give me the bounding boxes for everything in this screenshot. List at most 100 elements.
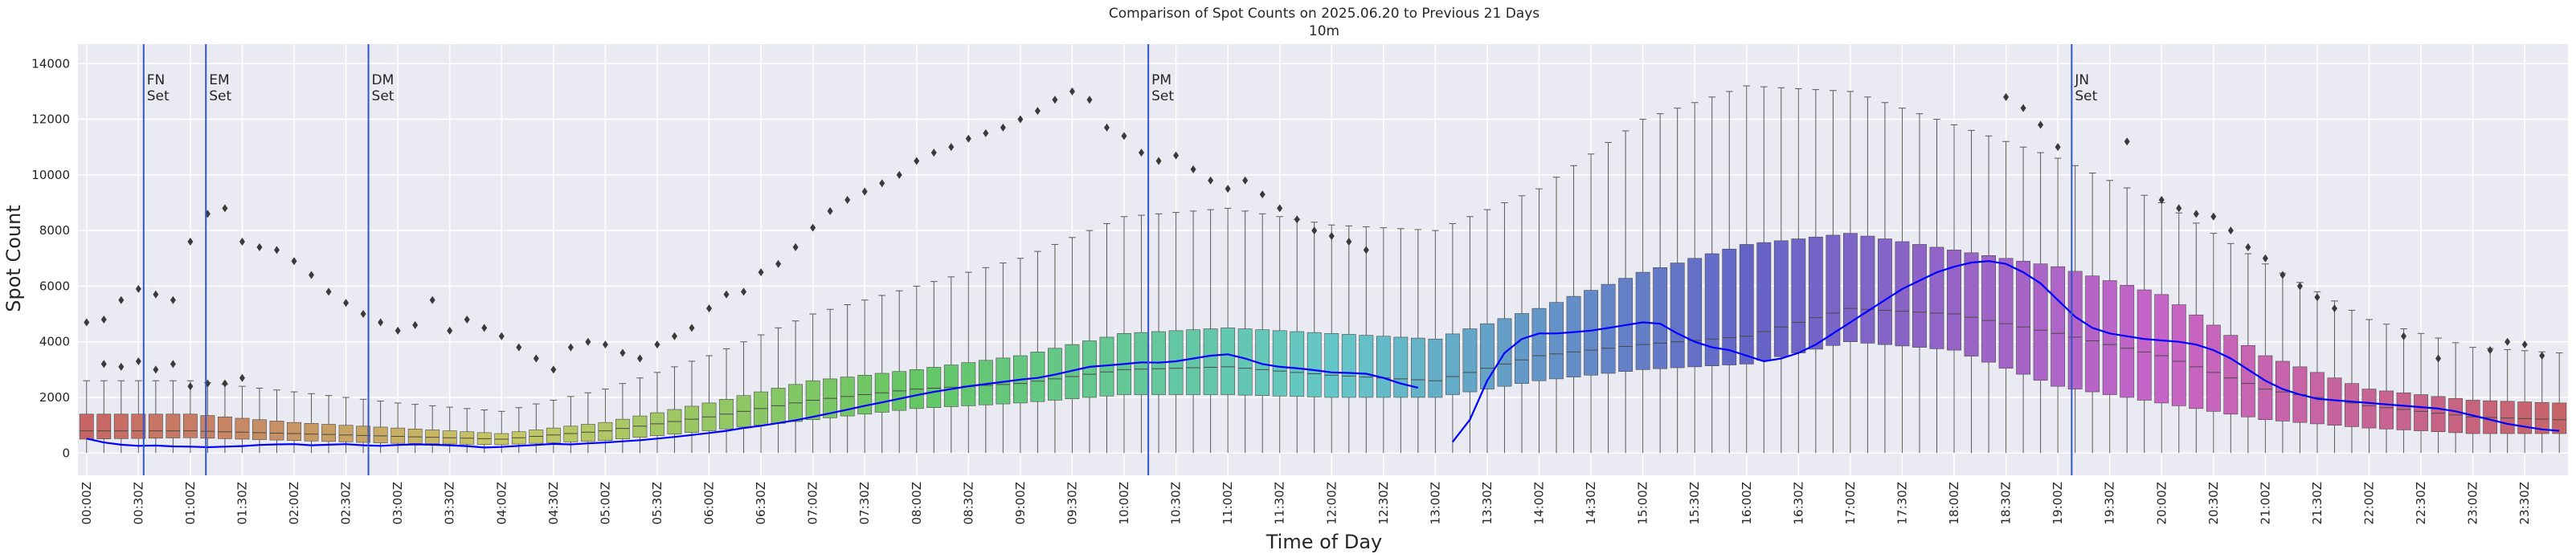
- box: [1082, 340, 1097, 398]
- x-tick-label: 20:30Z: [2206, 482, 2221, 525]
- outlier-point: [2038, 120, 2044, 129]
- x-tick-label: 23:00Z: [2466, 482, 2480, 525]
- outlier-point: [533, 354, 539, 363]
- box: [1687, 258, 1703, 368]
- x-tick-label: 14:00Z: [1532, 482, 1547, 525]
- x-tick-label: 14:30Z: [1584, 482, 1598, 525]
- annotation-label-em: EM: [209, 72, 229, 88]
- outlier-point: [2176, 204, 2182, 213]
- outlier-point: [2245, 242, 2251, 251]
- outlier-point: [1000, 123, 1006, 132]
- x-tick-label: 11:30Z: [1273, 482, 1287, 525]
- outlier-point: [1277, 204, 1283, 213]
- x-tick-label: 05:00Z: [598, 482, 612, 525]
- box: [1635, 271, 1650, 370]
- box: [321, 424, 336, 442]
- box: [1773, 240, 1789, 357]
- box: [2067, 271, 2083, 389]
- outlier-point: [1173, 151, 1180, 160]
- box: [2448, 397, 2464, 434]
- box: [1480, 323, 1494, 389]
- outlier-point: [360, 310, 366, 319]
- box: [563, 426, 579, 442]
- outlier-point: [844, 196, 851, 205]
- box: [1306, 332, 1322, 397]
- annotation-label-jn: JN: [2074, 72, 2089, 88]
- y-tick-label: 14000: [31, 56, 70, 71]
- x-tick-label: 16:30Z: [1791, 482, 1805, 525]
- box: [338, 425, 354, 442]
- outlier-point: [671, 332, 677, 340]
- outlier-point: [118, 362, 125, 371]
- outlier-point: [948, 143, 955, 152]
- box: [1895, 241, 1910, 347]
- x-tick-label: 03:00Z: [390, 482, 405, 525]
- box: [269, 421, 284, 441]
- box: [1653, 267, 1668, 369]
- outlier-point: [1034, 107, 1041, 116]
- outlier-point: [689, 324, 695, 332]
- outlier-point: [2124, 137, 2130, 146]
- x-tick-label: 13:30Z: [1480, 482, 1494, 525]
- box: [1445, 333, 1460, 395]
- y-tick-label: 8000: [39, 223, 70, 238]
- box: [1981, 255, 1996, 363]
- outlier-point: [1259, 190, 1266, 199]
- chart-title: Comparison of Spot Counts on 2025.06.20 …: [1109, 6, 1539, 22]
- box: [2414, 394, 2428, 431]
- x-tick-label: 12:00Z: [1324, 482, 1339, 525]
- x-tick-label: 02:00Z: [287, 482, 301, 525]
- box: [632, 415, 648, 438]
- x-tick-label: 08:00Z: [910, 482, 924, 525]
- box: [1359, 335, 1374, 398]
- x-tick-label: 09:00Z: [1013, 482, 1028, 525]
- box: [1998, 258, 2014, 369]
- outlier-point: [2331, 304, 2337, 313]
- x-tick-label: 04:30Z: [546, 482, 561, 525]
- outlier-point: [395, 326, 401, 335]
- box: [1964, 252, 1979, 356]
- outlier-point: [2158, 196, 2165, 205]
- x-tick-label: 03:30Z: [443, 482, 457, 525]
- x-tick-label: 02:30Z: [339, 482, 354, 525]
- outlier-point: [1311, 226, 1318, 235]
- outlier-point: [861, 187, 868, 196]
- outlier-point: [187, 382, 194, 391]
- outlier-point: [827, 206, 833, 215]
- x-tick-label: 01:30Z: [235, 482, 249, 525]
- outlier-point: [1086, 96, 1093, 104]
- x-tick-label: 18:30Z: [1999, 482, 2014, 525]
- box: [926, 367, 942, 408]
- x-tick-label: 12:30Z: [1376, 482, 1391, 525]
- box: [2223, 335, 2239, 415]
- outlier-point: [775, 259, 782, 268]
- outlier-point: [602, 340, 608, 349]
- box: [2240, 345, 2255, 417]
- outlier-point: [412, 320, 419, 329]
- box: [1272, 330, 1287, 397]
- x-tick-label: 10:00Z: [1117, 482, 1131, 525]
- outlier-point: [135, 356, 141, 365]
- box: [1756, 242, 1772, 361]
- outlier-point: [1139, 149, 1145, 157]
- outlier-point: [1103, 123, 1110, 132]
- box: [1947, 250, 1961, 351]
- box: [113, 413, 129, 439]
- y-axis-label: Spot Count: [2, 205, 25, 312]
- box: [1791, 238, 1806, 353]
- box: [1566, 295, 1581, 377]
- box: [304, 423, 319, 442]
- outlier-point: [447, 326, 453, 335]
- outlier-point: [1155, 157, 1162, 165]
- outlier-point: [1121, 132, 1127, 141]
- box-series: [79, 85, 2567, 454]
- outlier-point: [2401, 332, 2407, 340]
- plot-area: [78, 44, 2568, 475]
- outlier-point: [2521, 340, 2528, 349]
- annotation-label-pm: PM: [1151, 72, 1171, 88]
- box: [252, 419, 267, 440]
- outlier-point: [2210, 212, 2217, 221]
- outlier-point: [2435, 354, 2442, 363]
- x-tick-label: 23:30Z: [2517, 482, 2532, 525]
- box: [356, 426, 371, 443]
